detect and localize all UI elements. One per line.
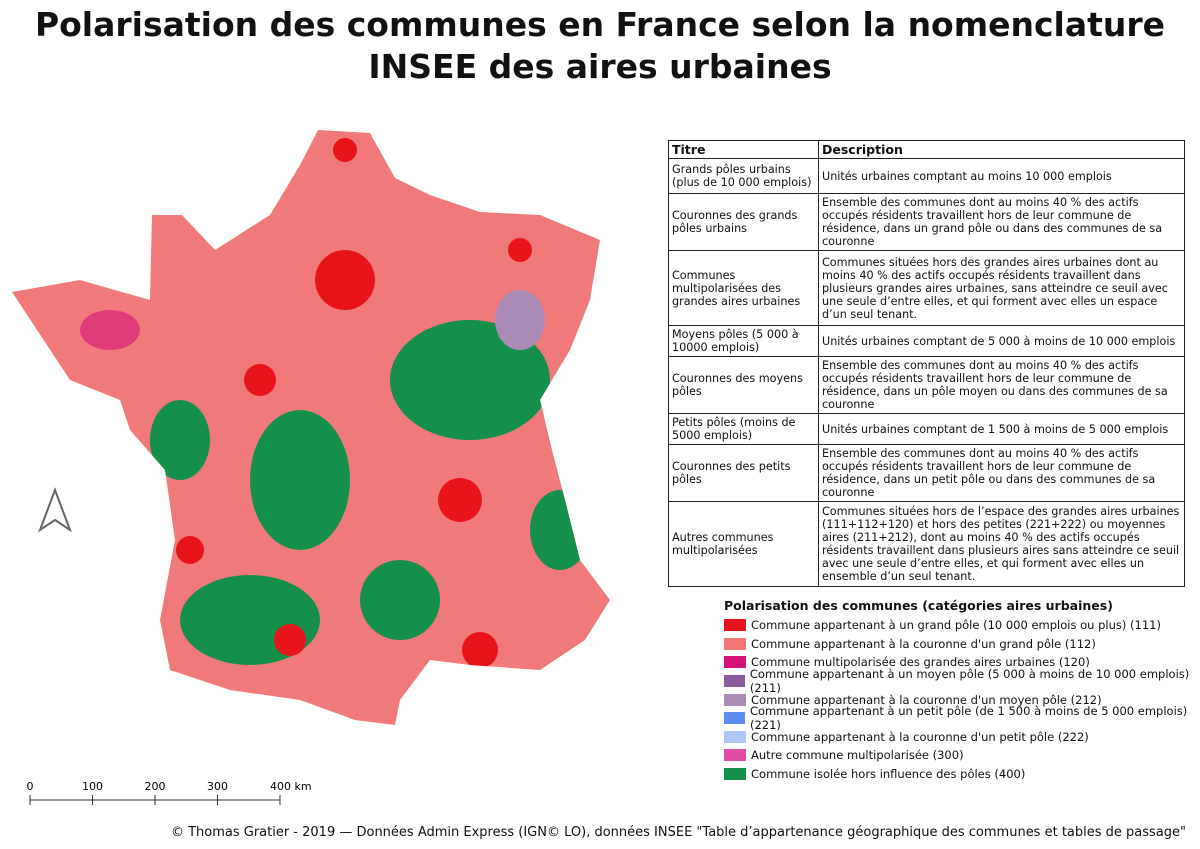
legend: Polarisation des communes (catégories ai… xyxy=(724,598,1200,783)
table-row: Couronnes des grands pôles urbains Ensemb… xyxy=(668,193,1185,251)
legend-swatch xyxy=(724,656,746,669)
legend-item: Commune multipolarisée des grandes aires… xyxy=(724,653,1200,672)
table-cell: Ensemble des communes dont au moins 40 %… xyxy=(818,444,1185,502)
legend-label: Commune appartenant à un petit pôle (de … xyxy=(749,704,1188,733)
table-cell: Couronnes des moyens pôles xyxy=(668,356,819,414)
table-cell: Ensemble des communes dont au moins 40 %… xyxy=(818,356,1185,414)
legend-item: Commune appartenant à un petit pôle (de … xyxy=(724,704,1200,732)
table-cell: Petits pôles (moins de 5000 emplois) xyxy=(668,413,819,445)
legend-label: Autre commune multipolarisée (300) xyxy=(751,748,964,763)
table-cell: Couronnes des petits pôles xyxy=(668,444,819,502)
table-cell: Unités urbaines comptant au moins 10 000… xyxy=(818,158,1185,194)
legend-swatch xyxy=(724,619,746,632)
table-cell: Grands pôles urbains (plus de 10 000 emp… xyxy=(668,158,819,194)
table-row: Couronnes des petits pôles Ensemble des c… xyxy=(668,444,1185,502)
legend-item: Commune appartenant à un moyen pôle (5 0… xyxy=(724,667,1200,695)
legend-swatch xyxy=(724,749,746,762)
legend-swatch xyxy=(724,693,746,706)
legend-label: Commune appartenant à un moyen pôle (5 0… xyxy=(749,667,1190,696)
table-row: Petits pôles (moins de 5000 emplois) Unit… xyxy=(668,413,1185,445)
scale-label: 0 xyxy=(27,780,34,793)
header-row: Titre Description xyxy=(668,140,1185,159)
legend-swatch xyxy=(724,768,746,781)
north-arrow xyxy=(37,487,73,533)
header-cell: Description xyxy=(818,140,1185,159)
legend-label: Commune appartenant à la couronne d'un g… xyxy=(751,636,1096,651)
scale: 0 100 200 300 400 km xyxy=(27,780,312,805)
header-cell: Titre xyxy=(668,140,819,159)
table-row: Moyens pôles (5 000 à 10000 emplois) Unit… xyxy=(668,325,1185,357)
table-cell: Communes situées hors des grandes aires … xyxy=(818,250,1185,326)
legend-title: Polarisation des communes (catégories ai… xyxy=(724,598,1113,613)
scale-label: 400 km xyxy=(270,780,312,793)
legend-label: Commune multipolarisée des grandes aires… xyxy=(751,655,1090,670)
table-row: Grands pôles urbains (plus de 10 000 emp… xyxy=(668,158,1185,194)
title-line: INSEE des aires urbaines xyxy=(368,47,832,86)
legend-swatch xyxy=(724,712,745,725)
title: Polarisation des communes en France selo… xyxy=(0,4,1200,88)
scale-label: 300 xyxy=(207,780,228,793)
legend-item: Commune appartenant à un grand pôle (10 … xyxy=(724,616,1200,635)
table-cell: Unités urbaines comptant de 5 000 à moin… xyxy=(818,325,1185,357)
legend-swatch xyxy=(724,730,746,743)
table-cell: Moyens pôles (5 000 à 10000 emplois) xyxy=(668,325,819,357)
scale-label: 200 xyxy=(145,780,166,793)
scale-label: 100 xyxy=(82,780,103,793)
table-row: Autres communes multipolarisées Communes … xyxy=(668,501,1185,587)
legend-label: Commune isolée hors influence des pôles … xyxy=(751,767,1026,782)
legend-item: Autre commune multipolarisée (300) xyxy=(724,746,1200,765)
legend-item: Commune isolée hors influence des pôles … xyxy=(724,765,1200,784)
legend-swatch xyxy=(724,675,745,688)
map: 0 100 200 300 400 km xyxy=(12,130,640,805)
table-cell: Ensemble des communes dont au moins 40 %… xyxy=(818,193,1185,251)
territory xyxy=(12,130,640,762)
table-row: Communes multipolarisées des grandes air… xyxy=(668,250,1185,326)
table-cell: Communes situées hors de l’espace des gr… xyxy=(818,501,1185,587)
table-row: Couronnes des moyens pôles Ensemble des c… xyxy=(668,356,1185,414)
table-cell: Communes multipolarisées des grandes air… xyxy=(668,250,819,326)
legend-item: Commune appartenant à la couronne d'un m… xyxy=(724,690,1200,709)
legend-item: Commune appartenant à la couronne d'un p… xyxy=(724,728,1200,747)
description-table: Titre Description Grands pôles urbains (pl… xyxy=(668,140,1185,587)
credit: © Thomas Gratier - 2019 — Données Admin … xyxy=(170,825,1186,840)
table-cell: Unités urbaines comptant de 1 500 à moin… xyxy=(818,413,1185,445)
legend-label: Commune appartenant à la couronne d'un m… xyxy=(751,692,1102,707)
legend-item: Commune appartenant à la couronne d'un g… xyxy=(724,635,1200,654)
title-line: Polarisation des communes en France selo… xyxy=(34,5,1166,44)
legend-label: Commune appartenant à un grand pôle (10 … xyxy=(751,618,1161,633)
table-cell: Couronnes des grands pôles urbains xyxy=(668,193,819,251)
legend-label: Commune appartenant à la couronne d'un p… xyxy=(751,729,1089,744)
legend-swatch xyxy=(724,637,746,650)
table-cell: Autres communes multipolarisées xyxy=(668,501,819,587)
